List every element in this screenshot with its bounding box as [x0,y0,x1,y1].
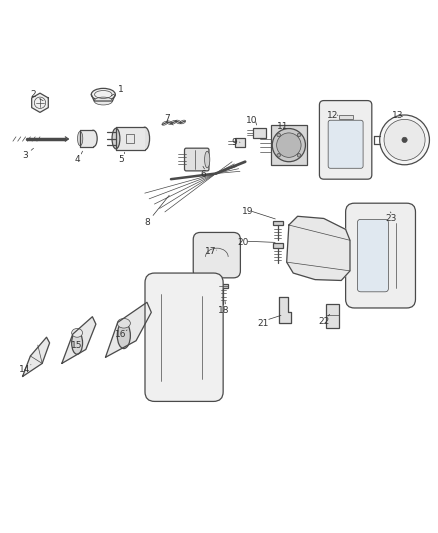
FancyBboxPatch shape [319,101,372,179]
Bar [273,244,283,248]
Ellipse shape [89,130,97,147]
Circle shape [272,128,305,161]
Text: 1: 1 [118,85,124,94]
FancyBboxPatch shape [328,120,363,168]
Circle shape [297,133,301,136]
Circle shape [297,154,301,157]
Polygon shape [287,216,350,280]
Text: 17: 17 [205,247,216,256]
Ellipse shape [91,88,115,101]
FancyBboxPatch shape [184,148,209,171]
Text: 6: 6 [201,171,207,179]
Ellipse shape [205,151,210,168]
Circle shape [402,138,407,142]
Text: 11: 11 [276,122,288,131]
Bar [80,130,93,147]
Text: 15: 15 [71,341,83,350]
Text: 16: 16 [115,330,127,338]
Ellipse shape [72,332,82,354]
Ellipse shape [112,128,120,149]
Bar [235,138,245,147]
Circle shape [384,119,425,160]
Text: 23: 23 [386,214,397,223]
Text: 4: 4 [74,155,80,164]
Bar [271,125,307,165]
Circle shape [277,133,301,157]
Bar [326,304,339,328]
Bar [339,115,353,119]
Circle shape [277,154,280,157]
Text: 12: 12 [327,111,338,120]
FancyBboxPatch shape [145,273,223,401]
FancyBboxPatch shape [346,203,416,308]
Bar [116,127,145,150]
Text: 7: 7 [164,114,170,123]
Polygon shape [62,317,96,364]
Bar [126,134,134,143]
Text: 9: 9 [231,138,237,147]
Text: 21: 21 [257,319,268,328]
Text: 14: 14 [19,365,30,374]
Ellipse shape [140,127,150,150]
Text: 19: 19 [242,207,253,216]
Text: 8: 8 [144,219,150,228]
Text: 18: 18 [218,305,229,314]
FancyBboxPatch shape [357,220,389,292]
Circle shape [277,133,280,136]
FancyBboxPatch shape [193,232,240,278]
Ellipse shape [117,322,131,349]
Bar [253,128,266,138]
Polygon shape [106,302,151,357]
Ellipse shape [94,97,113,105]
Text: 5: 5 [118,155,124,164]
Text: 10: 10 [246,116,258,125]
Text: 2: 2 [31,90,36,99]
Ellipse shape [78,131,83,146]
Bar [219,284,228,288]
Text: 3: 3 [22,151,28,160]
Text: 20: 20 [237,238,249,247]
Ellipse shape [117,318,131,328]
Circle shape [380,115,429,165]
Text: 13: 13 [392,111,404,120]
Bar [273,221,283,225]
Polygon shape [279,297,291,323]
Polygon shape [32,93,48,112]
Polygon shape [22,337,49,376]
Text: 22: 22 [318,317,329,326]
Ellipse shape [72,328,82,337]
